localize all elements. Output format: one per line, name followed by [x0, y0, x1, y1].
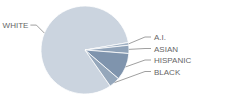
- svg-text:A.I.: A.I.: [154, 33, 166, 42]
- svg-text:WHITE: WHITE: [8, 21, 28, 30]
- svg-text:BLACK: BLACK: [154, 68, 181, 77]
- svg-text:ASIAN: ASIAN: [154, 45, 178, 54]
- svg-text:HISPANIC: HISPANIC: [154, 56, 191, 65]
